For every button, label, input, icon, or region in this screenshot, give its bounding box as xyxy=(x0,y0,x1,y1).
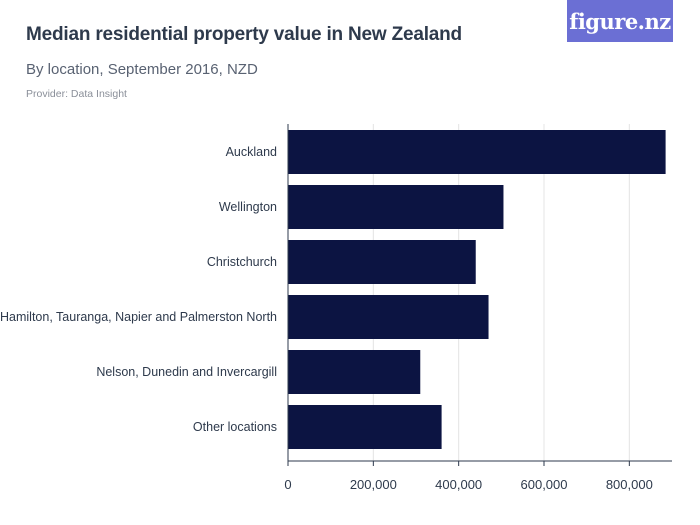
x-tick-label: 400,000 xyxy=(435,477,482,492)
bar xyxy=(288,295,489,339)
category-label: Christchurch xyxy=(207,255,277,269)
bar xyxy=(288,405,442,449)
category-label: Wellington xyxy=(219,200,277,214)
x-tick-label: 600,000 xyxy=(521,477,568,492)
bar xyxy=(288,240,476,284)
bar xyxy=(288,185,504,229)
chart-subtitle: By location, September 2016, NZD xyxy=(26,61,258,78)
chart-title: Median residential property value in New… xyxy=(26,24,462,45)
x-tick-label: 0 xyxy=(284,477,291,492)
x-tick-label: 200,000 xyxy=(350,477,397,492)
bar xyxy=(288,130,666,174)
category-label: Other locations xyxy=(193,420,277,434)
data-provider: Provider: Data Insight xyxy=(26,88,127,100)
category-label: Auckland xyxy=(226,145,277,159)
x-tick-label: 800,000 xyxy=(606,477,653,492)
category-label: Hamilton, Tauranga, Napier and Palmersto… xyxy=(0,310,277,324)
figure-nz-logo[interactable]: figure.nz xyxy=(567,0,673,42)
category-label: Nelson, Dunedin and Invercargill xyxy=(96,365,277,379)
bar xyxy=(288,350,421,394)
